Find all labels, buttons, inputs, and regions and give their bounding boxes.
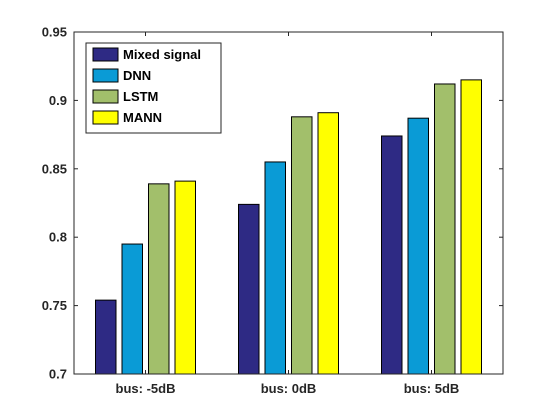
x-tick-label: bus: -5dB [116, 381, 176, 396]
bar-lstm [148, 183, 170, 375]
bar-mixed-signal [381, 135, 403, 375]
legend-label: MANN [123, 110, 162, 125]
bar-mann [460, 79, 482, 375]
y-axis: 0.7 0.75 0.8 0.85 0.9 0.95 [42, 25, 503, 382]
legend-swatch [92, 110, 119, 125]
bar-mann [317, 112, 339, 375]
x-tick-label: bus: 0dB [261, 381, 317, 396]
bar-lstm [434, 83, 456, 375]
bar-mixed-signal [95, 299, 117, 375]
y-tick-label: 0.7 [49, 367, 67, 382]
bar-dnn [407, 117, 429, 375]
legend-label: DNN [123, 68, 151, 83]
y-tick-label: 0.9 [49, 93, 67, 108]
x-tick-label: bus: 5dB [404, 381, 460, 396]
legend-swatch [92, 89, 119, 104]
legend-label: LSTM [123, 89, 158, 104]
legend: Mixed signal DNN LSTM MANN [85, 42, 222, 134]
x-axis: bus: -5dB bus: 0dB bus: 5dB [116, 32, 460, 396]
bar-mixed-signal [238, 203, 260, 375]
bar-lstm [291, 116, 313, 375]
y-tick-label: 0.85 [42, 161, 67, 176]
legend-label: Mixed signal [123, 47, 201, 62]
y-tick-label: 0.95 [42, 25, 67, 40]
bar-dnn [121, 243, 143, 375]
bars-group [95, 79, 482, 375]
y-tick-label: 0.75 [42, 298, 67, 313]
legend-swatch [92, 68, 119, 83]
legend-swatch [92, 47, 119, 62]
bar-dnn [264, 161, 286, 375]
bar-mann [174, 180, 196, 375]
y-tick-label: 0.8 [49, 230, 67, 245]
